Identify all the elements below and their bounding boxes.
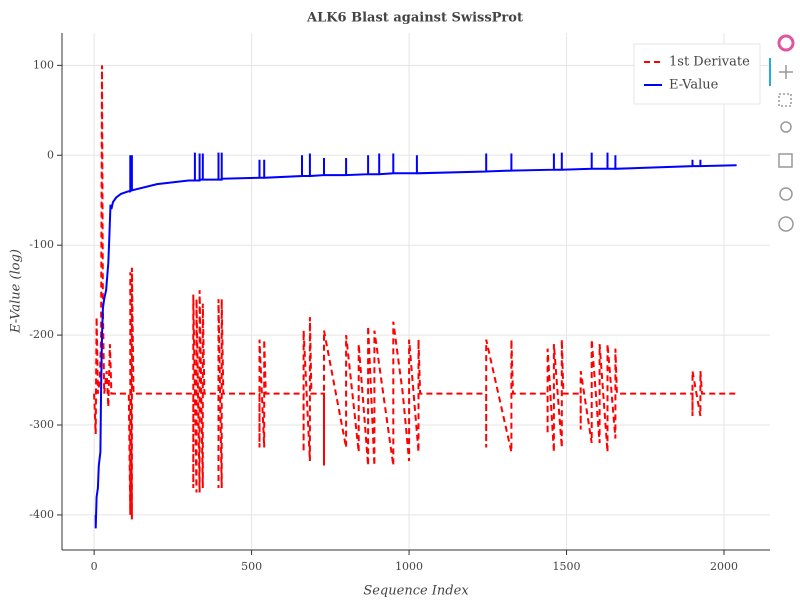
y-tick-label: -300 (29, 418, 54, 431)
series-line (93, 65, 737, 520)
help-tool[interactable] (778, 216, 794, 232)
pan-tool[interactable] (779, 65, 793, 79)
toolbar (769, 34, 795, 232)
save-tool[interactable] (778, 153, 793, 168)
series-line (94, 152, 737, 529)
y-tick-label: 100 (33, 58, 54, 71)
plot-area (62, 33, 770, 550)
x-axis-label: Sequence Index (363, 584, 469, 599)
lines (93, 65, 737, 529)
bokeh-logo[interactable] (777, 34, 795, 52)
chart-title: ALK6 Blast against SwissProt (306, 11, 523, 26)
legend-label: 1st Derivate (669, 55, 750, 70)
y-tick-label: -200 (29, 328, 54, 341)
y-tick-label: 0 (47, 148, 54, 161)
x-tick-label: 1000 (395, 560, 423, 573)
y-tick-label: -400 (29, 508, 54, 521)
x-tick-label: 0 (91, 560, 98, 573)
box-zoom-tool[interactable] (778, 93, 792, 107)
y-tick-label: -100 (29, 238, 54, 251)
x-tick-label: 1500 (553, 560, 581, 573)
reset-tool[interactable] (779, 187, 793, 201)
wheel-zoom-tool[interactable] (780, 121, 792, 133)
grid (62, 33, 770, 550)
x-tick-label: 2000 (710, 560, 738, 573)
legend-label: E-Value (669, 78, 719, 93)
y-axis-label: E-Value (log) (9, 249, 24, 334)
legend-box (633, 43, 761, 105)
x-tick-label: 500 (241, 560, 262, 573)
legend: 1st Derivate E-Value (633, 43, 761, 105)
